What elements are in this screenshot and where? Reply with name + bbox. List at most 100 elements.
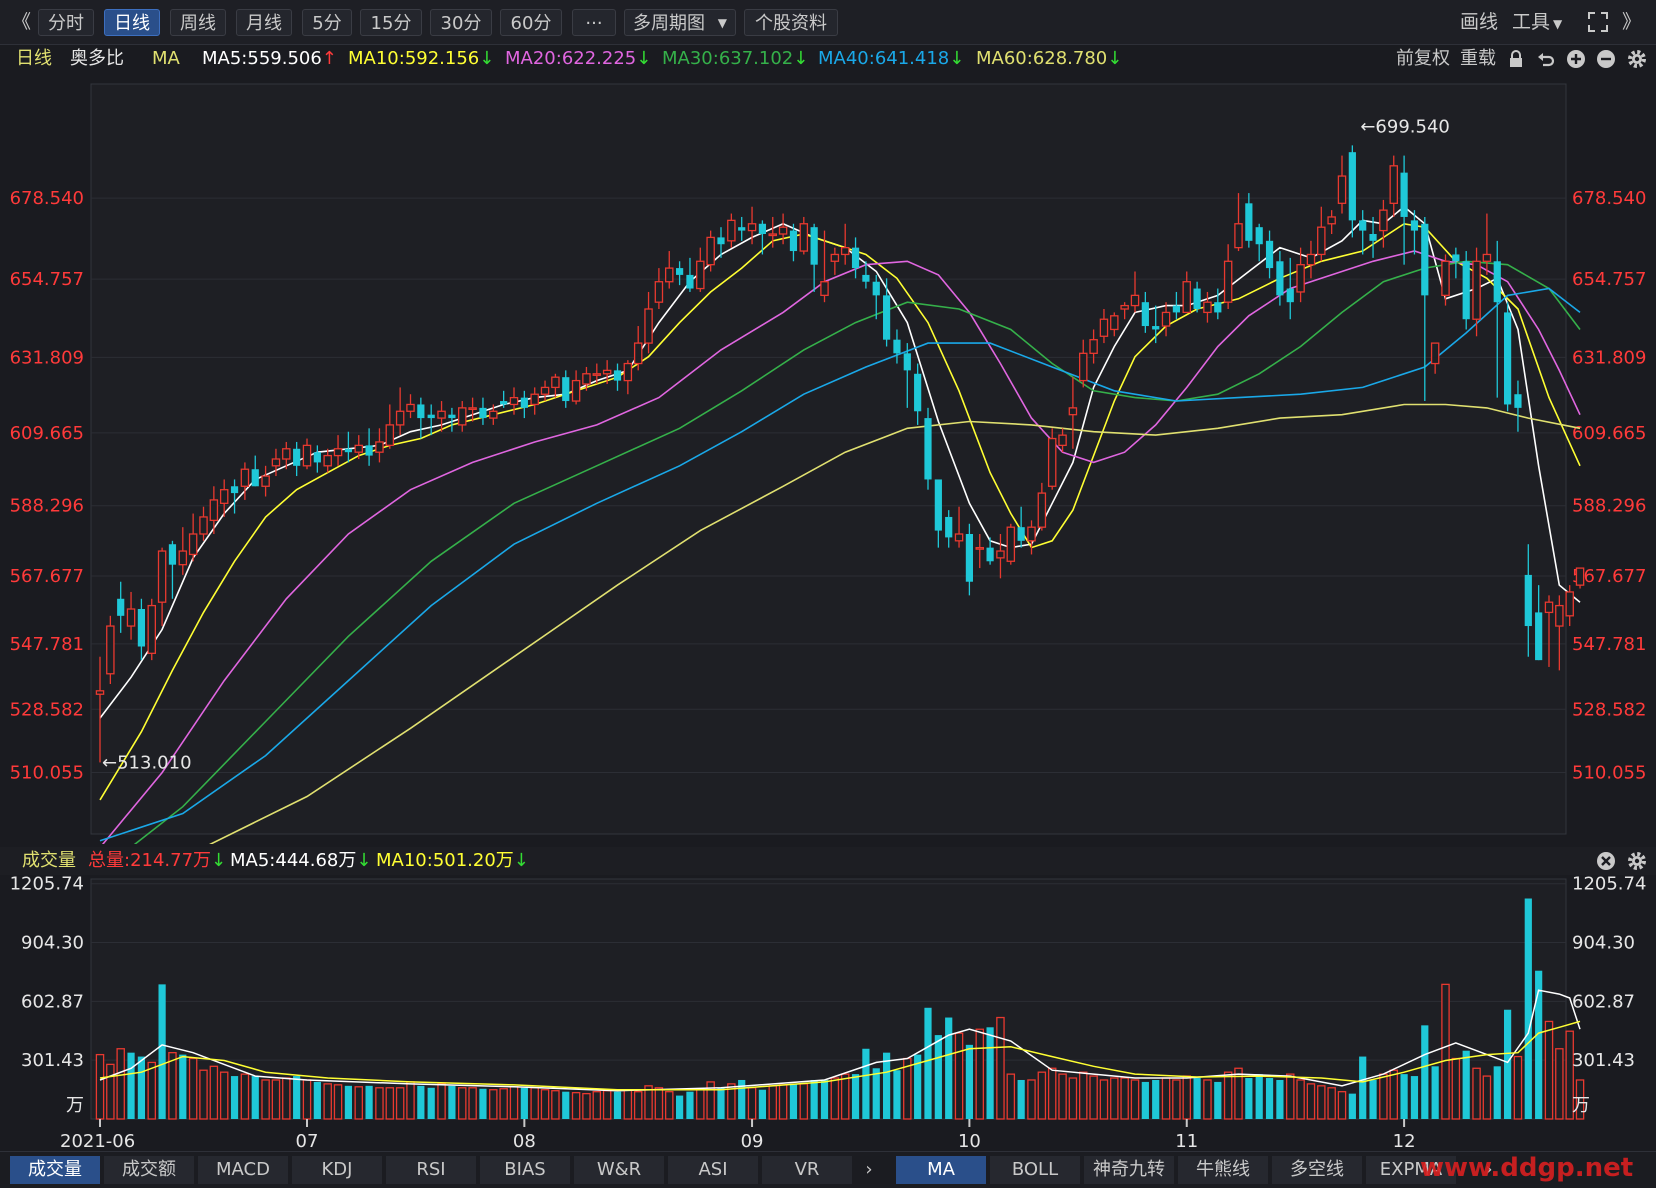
adjust-dropdown[interactable]: 前复权	[1396, 48, 1450, 69]
period-tab-daily[interactable]: 日线	[104, 9, 160, 36]
zoom-out-icon[interactable]	[1596, 49, 1616, 69]
candle	[893, 329, 901, 364]
volume-bar	[1296, 1079, 1305, 1120]
chevron-right-icon[interactable]: ›	[865, 1159, 873, 1180]
volume-bar	[1120, 1077, 1129, 1120]
candle-body	[365, 445, 373, 456]
chevron-down-icon: ▼	[717, 16, 727, 30]
period-tab-fenshi[interactable]: 分时	[38, 9, 94, 36]
volume-bar	[385, 1087, 395, 1120]
candle-body	[954, 533, 964, 542]
volume-chart[interactable]: 1205.74 1205.74 904.30 904.30 602.87 602.87 30…	[0, 875, 1656, 1151]
period-tab-60min[interactable]: 60分	[500, 9, 562, 36]
candle-body	[1214, 302, 1222, 313]
indicator-tab-2[interactable]: MACD	[198, 1156, 288, 1184]
overlay-tab-2[interactable]: 神奇九转	[1084, 1156, 1174, 1184]
arrow-down-icon: ↓	[949, 48, 965, 69]
candle	[1462, 251, 1470, 330]
indicator-tab-8[interactable]: VR	[762, 1156, 852, 1184]
volume-bar	[1047, 1067, 1057, 1120]
candle	[945, 510, 953, 548]
candle-body	[178, 550, 188, 566]
candle	[530, 387, 539, 415]
period-tab-5min[interactable]: 5分	[302, 9, 352, 36]
candle	[1575, 567, 1585, 589]
candle	[1482, 213, 1492, 275]
volume-bar	[1265, 1078, 1274, 1119]
lock-icon[interactable]	[1506, 49, 1526, 69]
candle-body	[540, 386, 550, 395]
volume-bar	[623, 1089, 633, 1120]
indicator-tab-5[interactable]: BIAS	[480, 1156, 570, 1184]
candle-body	[768, 233, 778, 237]
candle-body	[1369, 234, 1377, 241]
candle-body	[479, 407, 487, 419]
candle	[1327, 210, 1336, 234]
candle	[686, 257, 694, 292]
forward-button[interactable]: 》	[1622, 11, 1642, 33]
candle	[500, 390, 508, 408]
undo-icon[interactable]	[1536, 49, 1556, 69]
candle	[1493, 240, 1501, 398]
volume-bar	[1203, 1079, 1212, 1120]
period-tab-weekly[interactable]: 周线	[170, 9, 226, 36]
volume-bar	[789, 1083, 798, 1119]
period-tab-monthly[interactable]: 月线	[236, 9, 292, 36]
overlay-tab-3[interactable]: 牛熊线	[1178, 1156, 1268, 1184]
volume-bar	[1306, 1083, 1316, 1120]
candle-body	[1514, 394, 1522, 408]
candle	[427, 404, 435, 436]
volume-bar	[840, 1073, 850, 1120]
indicator-tab-0[interactable]: 成交量	[10, 1156, 100, 1184]
gear-icon[interactable]	[1626, 48, 1648, 70]
indicator-tab-4[interactable]: RSI	[386, 1156, 476, 1184]
volume-bar	[333, 1084, 343, 1120]
volume-bar	[168, 1052, 177, 1120]
candle-body	[530, 393, 539, 406]
volume-bar	[1369, 1079, 1377, 1119]
candle-body	[830, 253, 840, 262]
volume-bar	[509, 1086, 519, 1120]
volume-bar	[323, 1083, 332, 1120]
stock-name: 奥多比	[70, 48, 124, 69]
period-tab-15min[interactable]: 15分	[360, 9, 422, 36]
close-icon[interactable]	[1596, 851, 1616, 871]
tools-dropdown[interactable]: 工具 ▼	[1512, 9, 1562, 36]
zoom-in-icon[interactable]	[1566, 49, 1586, 69]
price-tick-left: 567.677	[10, 566, 84, 587]
candle-body	[251, 469, 259, 487]
indicator-tab-3[interactable]: KDJ	[292, 1156, 382, 1184]
indicator-tab-6[interactable]: W&R	[574, 1156, 664, 1184]
candle-body	[706, 236, 715, 266]
price-tick-right: 678.540	[1572, 188, 1646, 209]
back-button[interactable]: 《	[12, 11, 32, 33]
indicator-name[interactable]: MA	[152, 48, 180, 69]
more-periods-button[interactable]: ···	[572, 9, 616, 36]
overlay-tab-5[interactable]: EXPMA	[1366, 1156, 1456, 1184]
fullscreen-icon[interactable]	[1587, 11, 1609, 33]
candle-body	[1276, 261, 1284, 296]
volume-ma5-line	[99, 989, 1581, 1092]
overlay-tab-4[interactable]: 多空线	[1272, 1156, 1362, 1184]
candle-body	[1462, 261, 1470, 320]
gear-icon[interactable]	[1626, 850, 1648, 872]
reload-button[interactable]: 重载	[1460, 48, 1496, 69]
candle-body	[282, 448, 291, 460]
period-tab-30min[interactable]: 30分	[430, 9, 492, 36]
candle-body	[126, 608, 136, 627]
multi-period-dropdown[interactable]: 多周期图 ▼	[624, 9, 736, 36]
candle	[385, 404, 395, 449]
overlay-tab-1[interactable]: BOLL	[990, 1156, 1080, 1184]
overlay-tab-0[interactable]: MA	[896, 1156, 986, 1184]
volume-bar	[417, 1085, 425, 1119]
volume-bar	[654, 1087, 664, 1120]
stock-profile-button[interactable]: 个股资料	[744, 9, 838, 36]
candle	[602, 360, 612, 384]
indicator-tab-1[interactable]: 成交额	[104, 1156, 194, 1184]
volume-bar	[1359, 1056, 1367, 1119]
candlestick-chart[interactable]: 678.540 654.757 631.809 609.665 588.296 567.6…	[0, 74, 1656, 844]
draw-line-button[interactable]: 画线	[1460, 11, 1499, 33]
indicator-tab-7[interactable]: ASI	[668, 1156, 758, 1184]
candle-body	[188, 533, 198, 556]
chevron-right-icon[interactable]: ›	[1485, 1159, 1493, 1180]
